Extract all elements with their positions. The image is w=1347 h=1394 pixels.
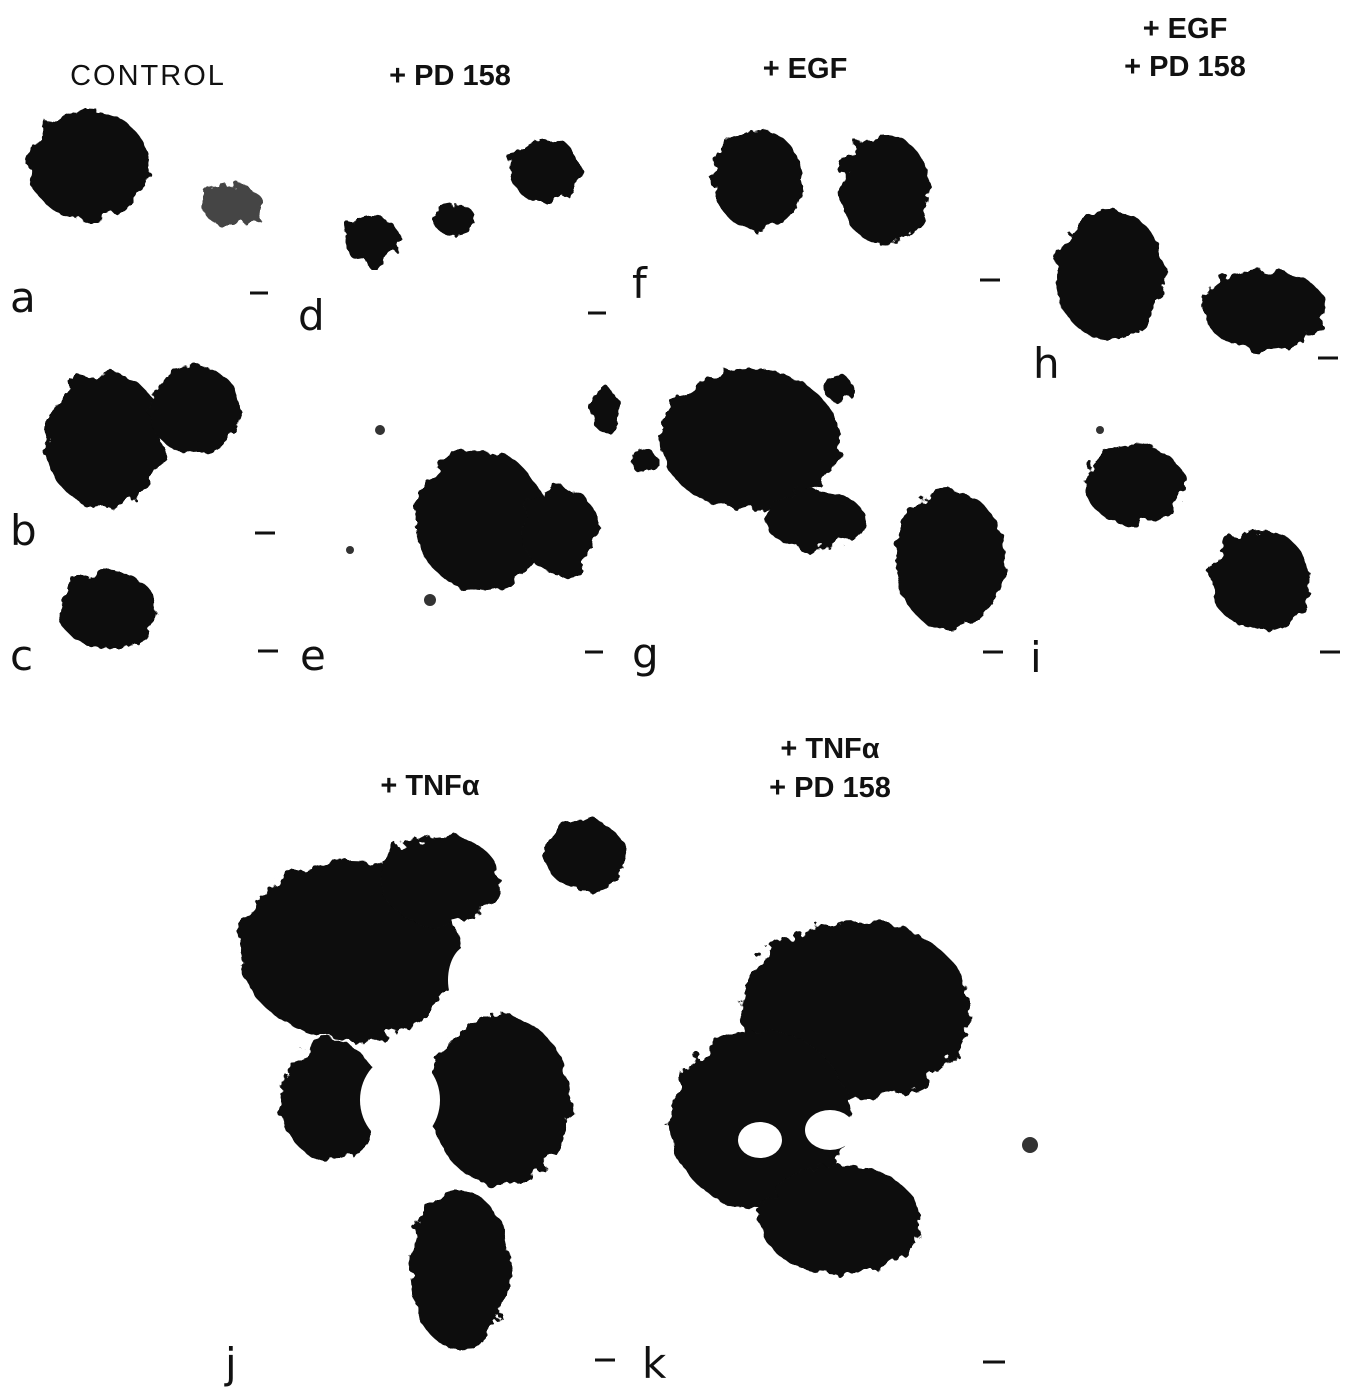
figure: CONTROL + PD 158 + EGF + EGF + PD 158 + …	[0, 0, 1347, 1394]
panel-label: h	[1033, 339, 1060, 388]
panel-label: k	[642, 1339, 667, 1388]
header: + PD 158	[769, 772, 891, 804]
panel-label: g	[632, 629, 659, 678]
panel-label: i	[1030, 633, 1042, 682]
panel-label: f	[632, 259, 648, 308]
panel-label: a	[10, 273, 36, 322]
header: + TNFα	[380, 770, 479, 802]
panel-label: d	[298, 291, 325, 340]
panel-label: j	[224, 1339, 237, 1388]
header: + PD 158	[389, 60, 511, 92]
header: + TNFα	[780, 733, 879, 765]
panel-label: c	[10, 631, 33, 680]
header: + PD 158	[1124, 51, 1246, 83]
header: CONTROL	[70, 60, 226, 92]
panel-label: e	[300, 631, 326, 680]
header: + EGF	[763, 53, 848, 85]
panel-label: b	[10, 506, 37, 555]
micrographs	[28, 110, 1327, 1350]
header: + EGF	[1143, 13, 1228, 45]
